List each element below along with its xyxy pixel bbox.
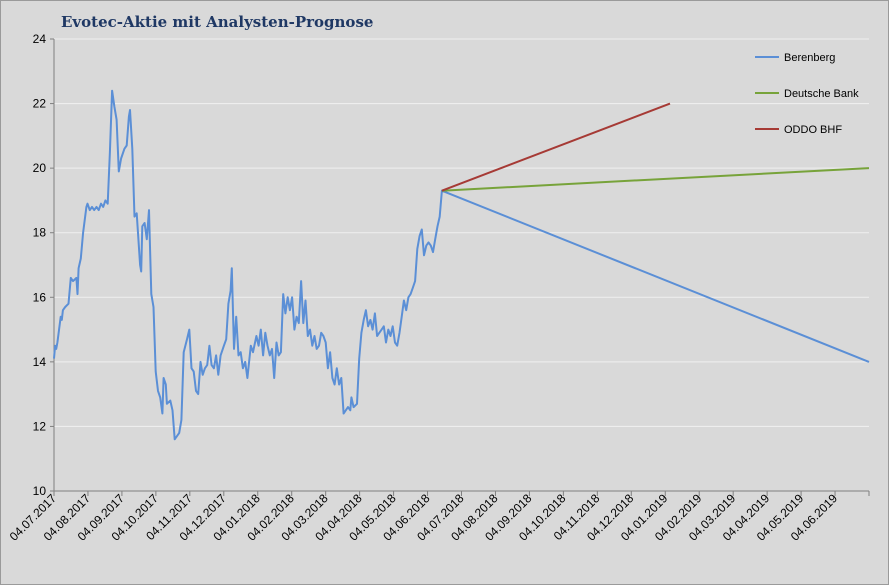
y-axis-ticks: 10 12 14 16 18 20 22 24 [33, 32, 54, 498]
legend: Berenberg Deutsche Bank ODDO BHF [755, 52, 859, 136]
grid [54, 38, 869, 492]
y-tick-label: 18 [33, 226, 47, 240]
series-line-deutsche-bank [441, 167, 870, 192]
legend-label: Deutsche Bank [784, 88, 859, 100]
x-axis: 04.07.201704.08.201704.09.201704.10.2017… [7, 39, 870, 544]
y-tick-label: 12 [33, 419, 47, 433]
series-lines [53, 89, 870, 441]
legend-label: Berenberg [784, 52, 835, 64]
y-tick-label: 20 [33, 161, 47, 175]
y-tick-label: 24 [33, 32, 47, 46]
series-line-oddo-bhf [441, 102, 671, 192]
series-line-berenberg [53, 89, 870, 441]
y-tick-label: 16 [33, 290, 47, 304]
y-tick-label: 22 [33, 97, 47, 111]
y-tick-label: 10 [33, 484, 47, 498]
y-tick-label: 14 [33, 355, 47, 369]
legend-label: ODDO BHF [784, 124, 842, 136]
chart-title: Evotec-Aktie mit Analysten-Prognose [61, 13, 373, 31]
